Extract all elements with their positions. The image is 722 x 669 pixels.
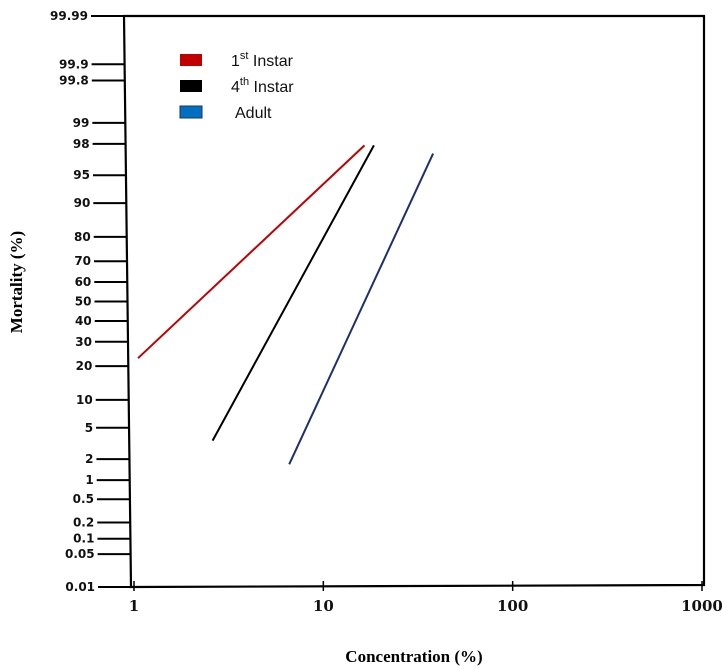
x-tick-label: 1 — [129, 597, 139, 615]
y-tick-label: 95 — [73, 168, 90, 182]
y-tick-label: 50 — [75, 295, 92, 309]
x-tick-label: 10 — [313, 597, 334, 615]
y-tick-label: 90 — [74, 196, 91, 210]
y-tick-label: 0.5 — [73, 492, 94, 506]
plot-frame — [122, 14, 706, 589]
series — [137, 144, 435, 465]
y-tick-label: 10 — [76, 393, 93, 407]
x-axis-title: Concentration (%) — [345, 647, 482, 666]
legend-swatch — [179, 105, 203, 119]
axes — [122, 14, 706, 589]
y-tick-label: 0.2 — [73, 515, 94, 529]
y-tick-label: 0.1 — [73, 532, 94, 546]
y-tick-label: 99.9 — [59, 57, 89, 71]
y-tick-label: 99.99 — [50, 9, 88, 23]
y-tick-label: 80 — [74, 230, 91, 244]
y-tick-label: 0.01 — [65, 580, 95, 594]
legend-swatch — [180, 80, 202, 92]
y-tick-label: 1 — [85, 473, 93, 487]
y-tick-label: 99.8 — [59, 74, 89, 88]
legend-label: Adult — [235, 105, 272, 122]
legend-swatch — [180, 54, 202, 66]
y-tick-label: 40 — [75, 314, 92, 328]
y-tick-label: 20 — [76, 359, 93, 373]
legend-label: 4th Instar — [231, 76, 294, 96]
y-tick-label: 30 — [75, 335, 92, 349]
series-line-2 — [211, 144, 375, 442]
y-ticks: 0.01 0.050.1 0.2 0.5 1 2 5 10 20 30 40 50 60 70 80 90 95… — [50, 9, 132, 594]
y-tick-label: 70 — [74, 254, 91, 268]
y-tick-label: 98 — [73, 137, 90, 151]
legend: 1st Instar 4th Instar Adult — [179, 50, 294, 122]
x-ticks: 1 10 100 1000 — [129, 581, 722, 615]
x-tick-label: 100 — [497, 597, 528, 615]
series-line-3 — [288, 153, 435, 465]
y-tick-label: 99 — [73, 116, 90, 130]
y-tick-label: 2 — [85, 452, 93, 466]
legend-label: 1st Instar — [231, 50, 294, 70]
y-tick-label: 5 — [85, 421, 93, 435]
y-axis-title: Mortality (%) — [7, 231, 26, 333]
y-tick-label: 60 — [75, 275, 92, 289]
x-tick-label: 1000 — [681, 597, 722, 615]
series-line-1 — [137, 144, 366, 359]
y-tick-label: 0.05 — [65, 547, 95, 561]
